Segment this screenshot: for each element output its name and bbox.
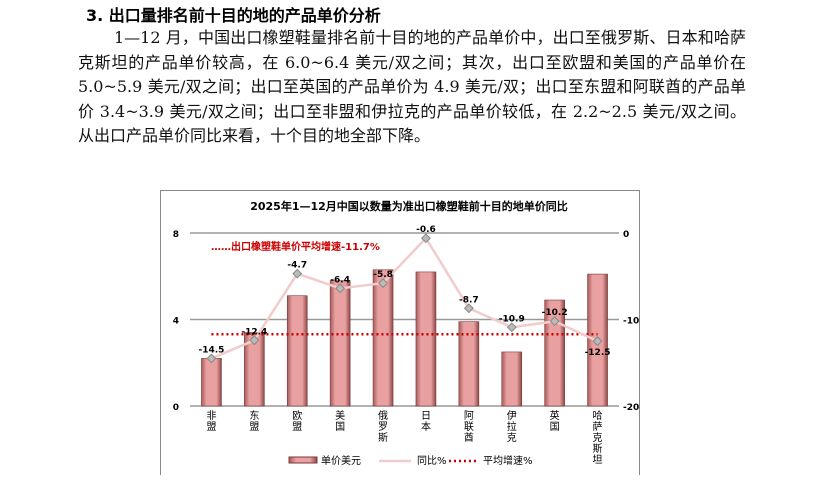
yoy-point [335, 283, 346, 294]
x-tick-char: 盟 [206, 421, 216, 433]
yoy-label: -0.6 [416, 225, 436, 235]
x-tick-char: 拉 [507, 420, 517, 433]
x-tick-char: 盟 [249, 421, 259, 433]
bar [544, 299, 565, 407]
y-left-tick: 4 [173, 317, 179, 327]
y-right-tick: -10 [623, 317, 639, 327]
y-right-tick: -20 [623, 403, 639, 413]
yoy-label: -4.7 [287, 261, 307, 271]
x-tick-char: 伊 [507, 410, 517, 422]
yoy-label: -6.4 [330, 275, 350, 285]
yoy-line [210, 236, 599, 360]
avg-annotation: ……出口橡塑鞋单价平均增速-11.7% [211, 240, 380, 253]
bar [329, 280, 351, 407]
x-tick-char: 克 [593, 432, 603, 444]
x-tick-char: 国 [550, 421, 560, 433]
x-tick-char: 美 [335, 409, 345, 422]
x-tick-char: 非 [206, 410, 216, 422]
section-title: 3. 出口量排名前十目的地的产品单价分析 [86, 6, 381, 25]
x-tick-char: 坦 [593, 453, 603, 466]
yoy-point [206, 353, 217, 364]
legend-bar-swatch [288, 456, 318, 464]
x-tick-char: 克 [507, 432, 517, 444]
yoy-point [249, 335, 260, 346]
legend-bar-label: 单价美元 [321, 454, 361, 467]
x-tick-char: 罗 [378, 421, 388, 433]
x-tick-char: 哈 [593, 409, 603, 422]
x-tick-char: 东 [249, 409, 259, 422]
legend-yoy-label: 同比% [417, 455, 447, 467]
x-tick-char: 萨 [593, 421, 603, 433]
yoy-point [292, 268, 303, 279]
y-left-tick: 0 [173, 403, 179, 413]
yoy-label: -8.7 [459, 295, 479, 305]
yoy-label: -10.2 [542, 308, 568, 318]
x-tick-char: 盟 [292, 421, 302, 433]
y-left-tick: 8 [173, 230, 179, 240]
x-tick-char: 英 [550, 409, 560, 422]
yoy-point [378, 278, 388, 289]
x-tick-char: 日 [421, 411, 431, 422]
yoy-label: -10.9 [499, 314, 525, 324]
yoy-point [463, 303, 474, 314]
bar [372, 269, 394, 407]
bar [244, 332, 265, 407]
bar [201, 358, 222, 407]
analysis-paragraph: 1—12 月，中国出口橡塑鞋量排名前十目的地的产品单价中，出口至俄罗斯、日本和哈… [78, 28, 746, 145]
x-tick-char: 联 [464, 421, 474, 433]
x-tick-char: 斯 [378, 431, 388, 444]
yoy-point [592, 336, 603, 347]
chart: 2025年1—12月中国以数量为准出口橡塑鞋前十目的地单价同比 ……出口橡塑鞋单… [160, 190, 640, 475]
x-tick-char: 斯 [593, 442, 603, 455]
yoy-label: -12.5 [585, 348, 611, 358]
bar [415, 271, 437, 407]
bar [458, 321, 480, 407]
legend-avg-label: 平均增速% [483, 454, 533, 467]
yoy-label: -5.8 [373, 270, 393, 280]
x-tick-char: 俄 [378, 410, 388, 422]
yoy-label: -12.4 [241, 327, 267, 337]
x-tick-char: 国 [335, 421, 345, 433]
yoy-point [421, 233, 431, 244]
bar [501, 351, 523, 407]
chart-title: 2025年1—12月中国以数量为准出口橡塑鞋前十目的地单价同比 [250, 199, 568, 213]
yoy-label: -14.5 [198, 345, 224, 355]
yoy-point [549, 316, 560, 327]
y-right-tick: 0 [623, 230, 629, 240]
chart-svg: 2025年1—12月中国以数量为准出口橡塑鞋前十目的地单价同比 ……出口橡塑鞋单… [173, 199, 640, 467]
x-tick-char: 阿 [464, 410, 474, 422]
bar [286, 295, 308, 407]
yoy-point [506, 322, 517, 333]
x-tick-char: 欧 [292, 410, 302, 422]
x-tick-char: 酋 [464, 431, 474, 444]
x-tick-char: 本 [421, 420, 431, 433]
